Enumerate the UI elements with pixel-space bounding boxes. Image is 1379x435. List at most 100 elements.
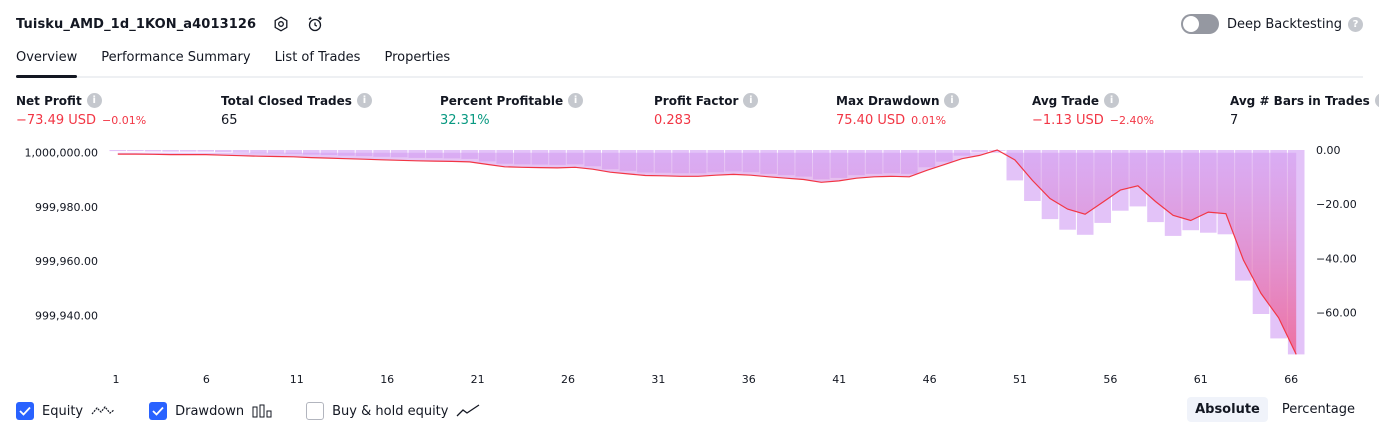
- legend-label: Drawdown: [175, 403, 245, 419]
- x-axis-tick-label: 46: [923, 373, 937, 386]
- drawdown-bar: [144, 150, 162, 152]
- x-axis-tick-label: 36: [742, 373, 756, 386]
- buy-hold-checkbox[interactable]: [306, 402, 325, 420]
- drawdown-bar: [267, 150, 285, 154]
- metric-value: 0.283: [654, 113, 692, 128]
- info-icon[interactable]: i: [1374, 93, 1379, 108]
- x-axis-tick-label: 16: [380, 373, 394, 386]
- x-axis-tick-label: 51: [1013, 373, 1027, 386]
- drawdown-bar: [303, 150, 320, 155]
- legend-label: Equity: [42, 403, 84, 419]
- legend-drawdown[interactable]: Drawdown: [149, 402, 272, 420]
- metric-percent-profitable: Percent Profitable i 32.31%: [440, 93, 584, 128]
- metric-net-profit: Net Profit i −73.49 USD −0.01%: [16, 93, 146, 128]
- legend-label: Buy & hold equity: [332, 403, 449, 419]
- x-axis-tick-label: 66: [1284, 373, 1298, 386]
- metric-label: Avg # Bars in Trades: [1230, 93, 1370, 108]
- info-icon[interactable]: i: [568, 93, 584, 108]
- right-axis-tick-label: −60.00: [1316, 307, 1357, 320]
- info-icon[interactable]: i: [944, 93, 960, 108]
- drawdown-bar: [285, 150, 302, 154]
- metric-profit-factor: Profit Factor i 0.283: [654, 93, 759, 128]
- x-axis-tick-label: 6: [203, 373, 210, 386]
- legend-buy-hold[interactable]: Buy & hold equity: [306, 402, 480, 420]
- x-axis-tick-label: 11: [290, 373, 304, 386]
- x-axis-tick-label: 26: [561, 373, 575, 386]
- x-axis: 1 6 11 16 21 26 31 36 41 46 51 56 61 66: [113, 373, 1299, 386]
- drawdown-bar: [215, 150, 232, 153]
- drawdown-bar: [232, 150, 250, 153]
- metric-avg-trade: Avg Trade i −1.13 USD −2.40%: [1032, 93, 1154, 128]
- display-mode-switch: Absolute Percentage: [1181, 397, 1363, 422]
- question-icon[interactable]: ?: [1348, 16, 1363, 32]
- left-axis-tick-label: 999,960.00: [35, 255, 98, 268]
- equity-area: [117, 150, 1297, 355]
- metric-value: 75.40 USD: [836, 113, 906, 128]
- drawdown-bar: [250, 150, 267, 154]
- metric-percent: 0.01%: [911, 114, 947, 127]
- x-axis-tick-label: 21: [471, 373, 485, 386]
- mode-absolute[interactable]: Absolute: [1187, 397, 1268, 422]
- metric-percent: −0.01%: [102, 114, 147, 127]
- deep-backtesting-toggle[interactable]: [1180, 14, 1219, 34]
- tab-properties[interactable]: Properties: [384, 50, 451, 65]
- deep-backtesting: Deep Backtesting ?: [1180, 12, 1363, 36]
- right-axis-tick-label: −20.00: [1316, 198, 1357, 211]
- metric-label: Avg Trade: [1032, 93, 1100, 108]
- drawdown-bar: [109, 150, 127, 152]
- tab-overview[interactable]: Overview: [16, 44, 78, 78]
- drawdown-bar: [320, 150, 338, 156]
- right-axis: 0.00 −20.00 −40.00 −60.00: [1316, 144, 1357, 320]
- drawdown-bar: [179, 150, 197, 152]
- metric-value: 7: [1230, 113, 1239, 128]
- x-axis-tick-label: 31: [651, 373, 665, 386]
- drawdown-bar: [197, 150, 214, 152]
- equity-drawdown-chart[interactable]: 1,000,000.00 999,980.00 999,960.00 999,940.…: [0, 140, 1379, 390]
- metric-max-drawdown: Max Drawdown i 75.40 USD 0.01%: [836, 93, 960, 128]
- left-axis-tick-label: 999,940.00: [35, 309, 98, 322]
- mode-percentage[interactable]: Percentage: [1281, 402, 1355, 417]
- drawdown-checkbox[interactable]: [149, 402, 168, 420]
- tab-performance-summary[interactable]: Performance Summary: [101, 50, 251, 65]
- info-icon[interactable]: i: [86, 93, 102, 108]
- equity-checkbox[interactable]: [16, 402, 34, 420]
- info-icon[interactable]: i: [356, 93, 372, 108]
- equity-line-icon: [91, 404, 115, 418]
- x-axis-tick-label: 1: [113, 373, 120, 386]
- metric-value: 32.31%: [440, 113, 490, 128]
- right-axis-tick-label: −40.00: [1316, 252, 1357, 265]
- drawdown-bar: [162, 150, 179, 152]
- metric-label: Percent Profitable: [440, 93, 564, 108]
- drawdown-bars-icon: [252, 404, 272, 418]
- metric-value: −1.13 USD: [1032, 113, 1104, 128]
- x-axis-tick-label: 61: [1194, 373, 1208, 386]
- buy-hold-line-icon: [456, 404, 480, 418]
- metric-label: Profit Factor: [654, 93, 739, 108]
- left-axis: 1,000,000.00 999,980.00 999,960.00 999,940.…: [25, 147, 98, 323]
- right-axis-tick-label: 0.00: [1316, 144, 1341, 157]
- settings-gear-icon[interactable]: [272, 15, 290, 33]
- metric-percent: −2.40%: [1109, 114, 1154, 127]
- equity-line: [117, 149, 1297, 355]
- deep-backtesting-label: Deep Backtesting: [1226, 16, 1342, 32]
- legend-equity[interactable]: Equity: [16, 402, 115, 420]
- drawdown-bar: [971, 150, 988, 153]
- strategy-title: Tuisku_AMD_1d_1KON_a4013126: [16, 16, 257, 32]
- metric-value: −73.49 USD: [16, 113, 97, 128]
- metric-label: Max Drawdown: [836, 93, 940, 108]
- x-axis-tick-label: 56: [1103, 373, 1117, 386]
- info-icon[interactable]: i: [743, 93, 759, 108]
- info-icon[interactable]: i: [1104, 93, 1120, 108]
- metric-value: 65: [221, 113, 238, 128]
- chart-legend: Equity Drawdown Buy & hold equity: [16, 400, 514, 422]
- metric-label: Total Closed Trades: [221, 93, 352, 108]
- x-axis-tick-label: 41: [832, 373, 846, 386]
- tab-bar: Overview Performance Summary List of Tra…: [16, 44, 1363, 78]
- left-axis-tick-label: 999,980.00: [35, 201, 98, 214]
- drawdown-bar: [127, 150, 144, 152]
- tab-list-of-trades[interactable]: List of Trades: [274, 50, 361, 65]
- metric-avg-bars-in-trades: Avg # Bars in Trades i 7: [1230, 93, 1379, 128]
- left-axis-tick-label: 1,000,000.00: [25, 147, 98, 160]
- metric-total-closed-trades: Total Closed Trades i 65: [221, 93, 372, 128]
- add-alert-clock-icon[interactable]: [306, 15, 324, 33]
